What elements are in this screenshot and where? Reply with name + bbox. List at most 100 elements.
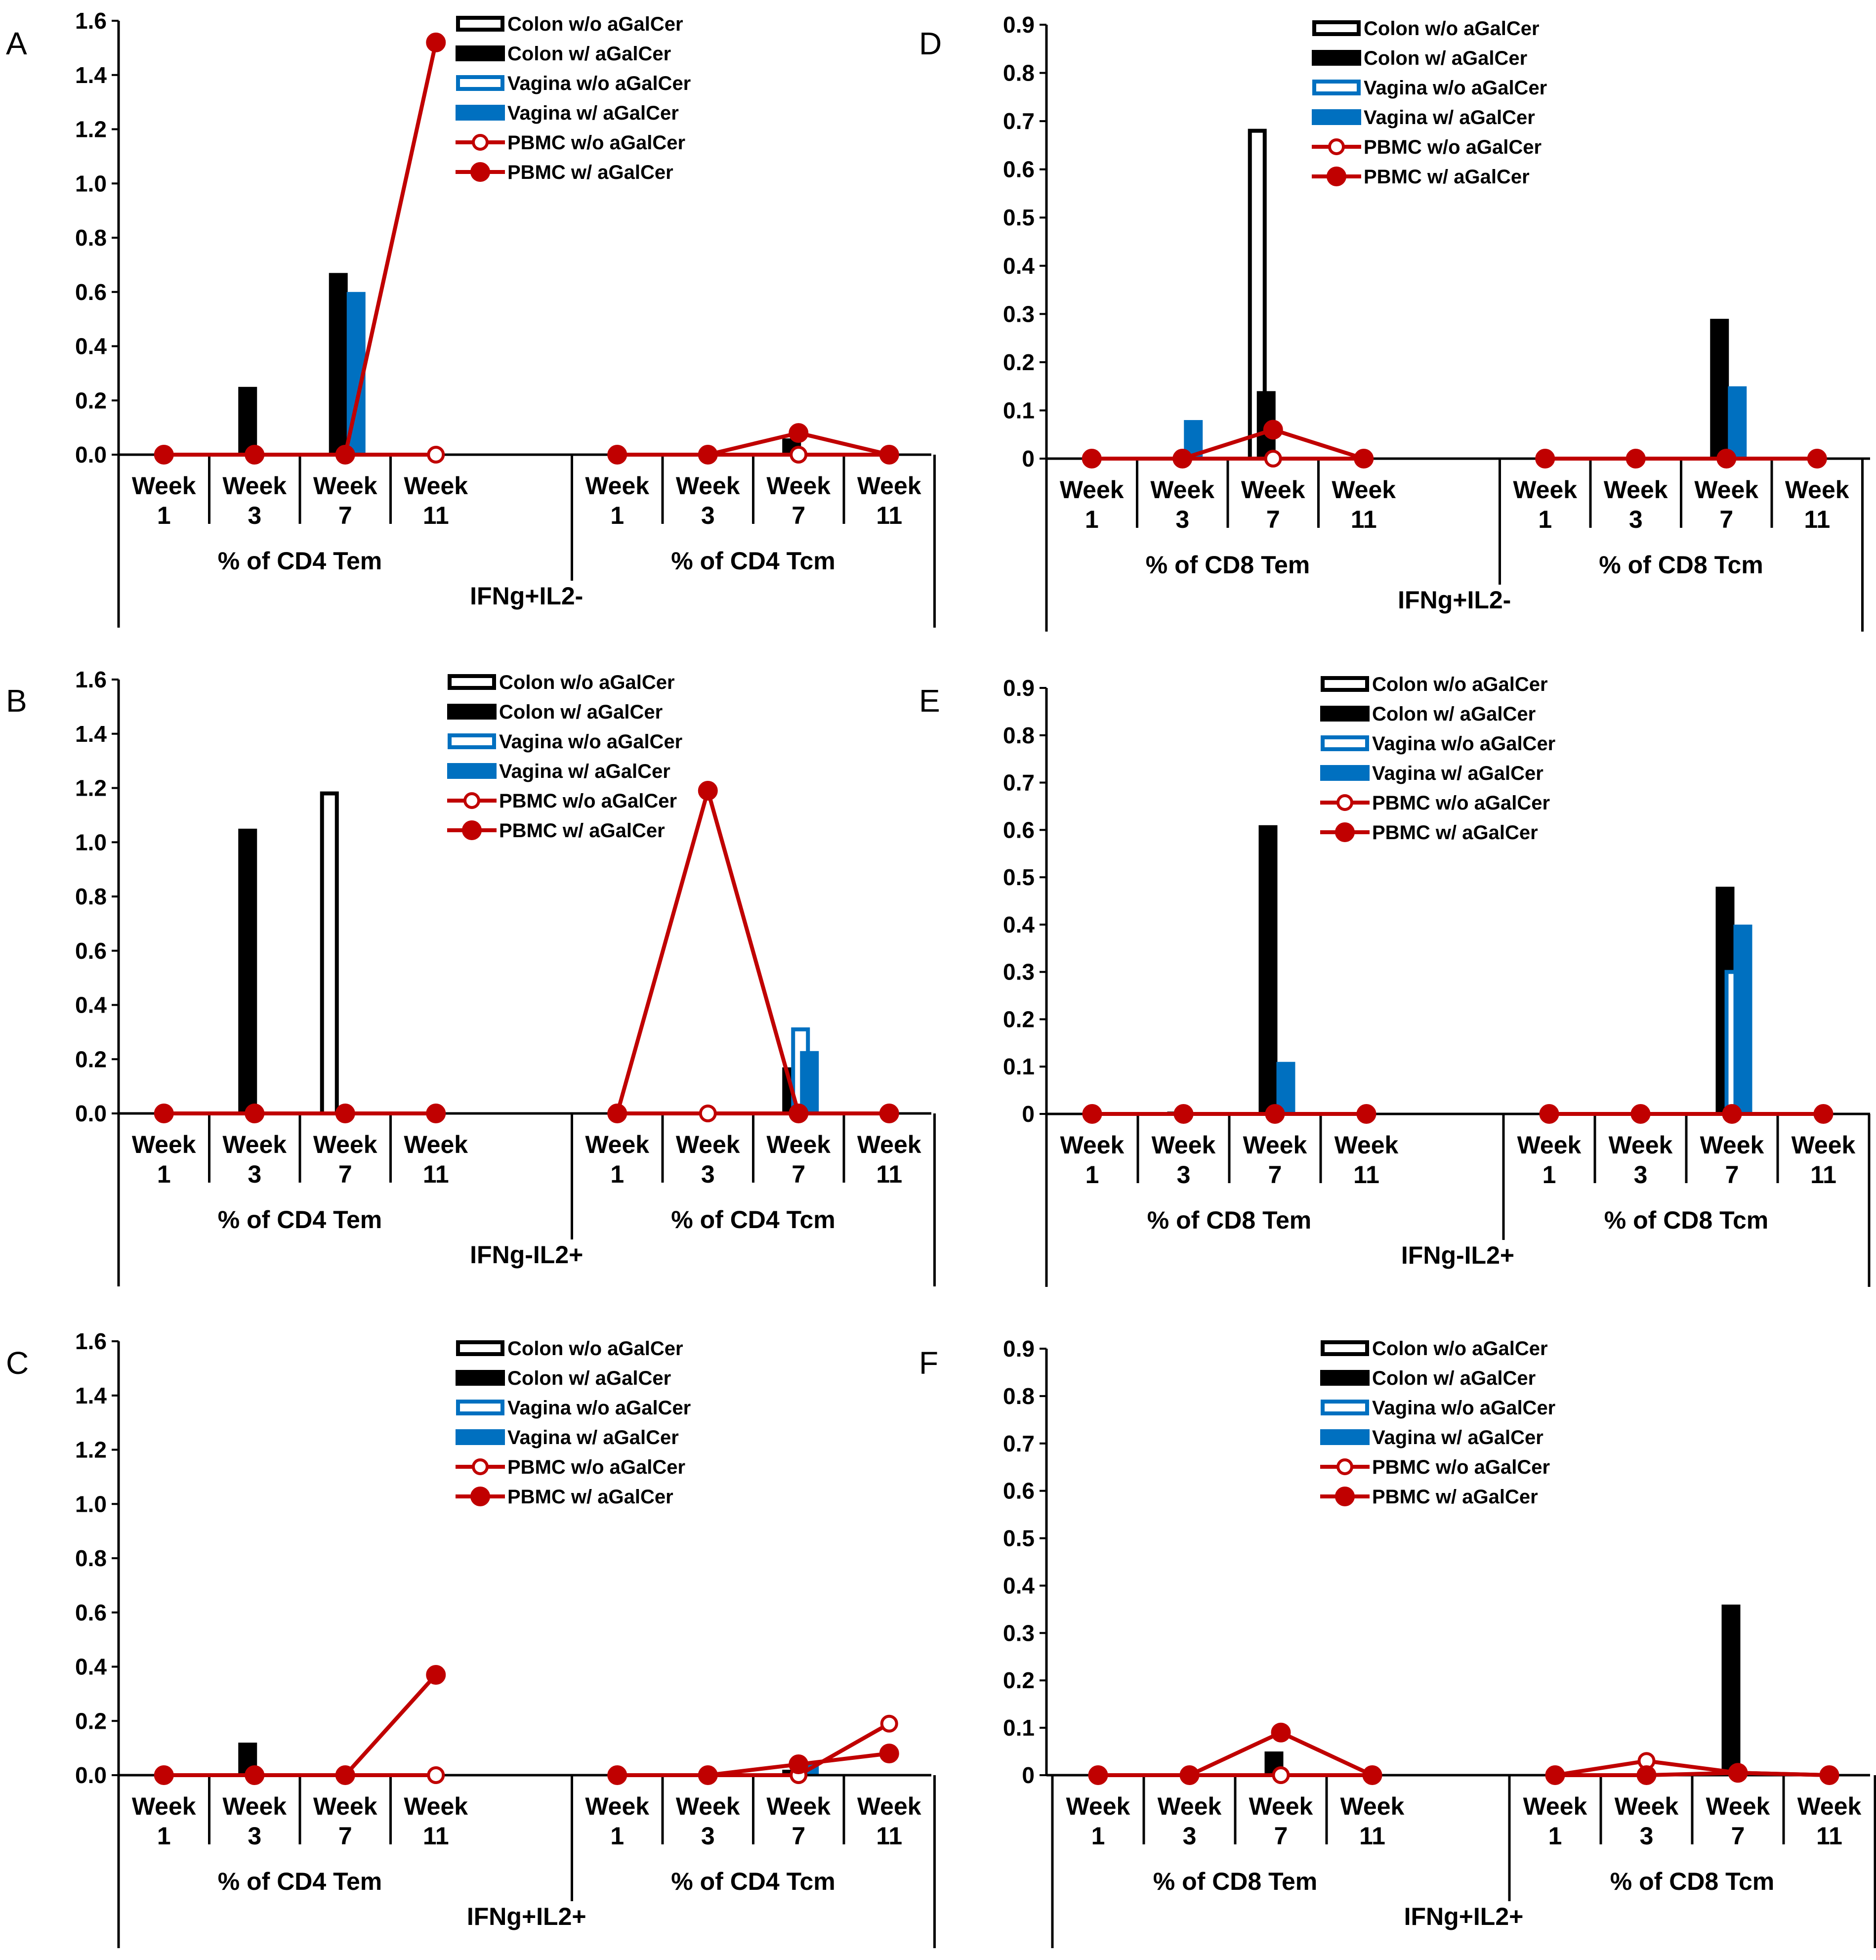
panel-c-y-tick-label: 0.4: [75, 1654, 107, 1680]
panel-d-week-label: Week: [1241, 476, 1305, 504]
panel-e-week-number: 3: [1634, 1161, 1648, 1189]
panel-e-week-number: 3: [1177, 1161, 1191, 1189]
panel-e-week-label: Week: [1334, 1131, 1399, 1159]
panel-c-legend-marker: [472, 1458, 489, 1475]
panel-d-week-number: 11: [1804, 506, 1830, 533]
panel-b-legend-swatch: [448, 733, 496, 749]
panel-e-y-tick-label: 0: [1022, 1101, 1035, 1127]
panel-f-point-pbmc-w-agalcer: [1819, 1765, 1839, 1785]
panel-c-point-pbmc-w-agalcer: [335, 1765, 355, 1785]
panel-b-point-pbmc-w-agalcer: [154, 1104, 174, 1123]
panel-b-y-tick-label: 0.6: [75, 938, 107, 964]
panel-d-y-tick-label: 0.9: [1003, 12, 1035, 38]
panel-e-point-pbmc-w-agalcer: [1630, 1104, 1651, 1124]
panel-a-week-label: Week: [222, 472, 287, 500]
panel-f-legend-item: Vagina w/o aGalCer: [1321, 1397, 1555, 1419]
panel-d-point-pbmc-w-agalcer: [1716, 449, 1737, 469]
panel-c-point-pbmc-w-o-agalcer: [880, 1714, 898, 1733]
panel-f-week-label: Week: [1615, 1792, 1679, 1820]
panel-e-y-tick-label: 0.4: [1003, 912, 1035, 937]
panel-d-week-number: 1: [1085, 506, 1099, 533]
panel-c-y-tick-label: 1.4: [75, 1383, 107, 1408]
panel-f-week-number: 3: [1183, 1822, 1197, 1850]
panel-d-legend-swatch: [1312, 109, 1361, 125]
panel-b-week-label: Week: [222, 1131, 287, 1158]
panel-c-week-number: 7: [338, 1822, 352, 1850]
panel-a-group-label: % of CD4 Tcm: [671, 547, 835, 575]
panel-e-legend-item: PBMC w/ aGalCer: [1320, 822, 1538, 844]
panel-f-week-label: Week: [1797, 1792, 1862, 1820]
panel-f-legend-label: Colon w/ aGalCer: [1372, 1367, 1536, 1389]
panel-f-line-pbmc-w-agalcer: [1098, 1730, 1374, 1777]
panel-e-y-tick-label: 0.5: [1003, 864, 1035, 890]
panel-d-y-tick-label: 0: [1022, 446, 1035, 471]
panel-d-bar-vagina-w-agalcer: [1728, 386, 1747, 459]
panel-a-chart: A0.00.20.40.60.81.01.21.41.6Week1Week3We…: [6, 8, 936, 628]
panel-a-legend-label: Vagina w/ aGalCer: [507, 102, 679, 124]
panel-e-y-tick-label: 0.2: [1003, 1006, 1035, 1032]
panel-b-week-number: 11: [876, 1160, 902, 1188]
panel-e-point-pbmc-w-agalcer: [1082, 1104, 1102, 1124]
panel-e-legend-item: PBMC w/o aGalCer: [1320, 792, 1550, 814]
panel-c-point-pbmc-w-agalcer: [426, 1664, 446, 1685]
panel-e-legend-label: Colon w/o aGalCer: [1372, 674, 1548, 695]
panel-f-point-pbmc-w-agalcer: [1362, 1765, 1382, 1785]
panel-c-week-number: 1: [610, 1822, 624, 1850]
panel-d-legend-item: Vagina w/o aGalCer: [1312, 77, 1547, 99]
panel-d-y-tick-label: 0.7: [1003, 108, 1035, 134]
panel-b-legend-label: Vagina w/o aGalCer: [499, 731, 682, 753]
panel-d-point-pbmc-w-agalcer: [1082, 449, 1102, 469]
panel-b-point-pbmc-w-agalcer: [698, 780, 718, 801]
panel-a-week-number: 7: [338, 502, 352, 529]
panel-d-legend-item: Colon w/ aGalCer: [1312, 47, 1527, 69]
panel-b-legend-item: PBMC w/o aGalCer: [447, 790, 677, 812]
panel-c-legend-item: Colon w/ aGalCer: [456, 1367, 671, 1389]
panel-d-week-number: 3: [1629, 506, 1643, 533]
panel-d-week-label: Week: [1604, 476, 1668, 504]
panel-d-legend-item: Vagina w/ aGalCer: [1312, 107, 1535, 128]
panel-e-week-number: 11: [1810, 1161, 1836, 1189]
panel-c-legend-swatch: [456, 1400, 504, 1415]
panel-b-legend-item: Colon w/ aGalCer: [447, 701, 663, 723]
panel-e-legend-marker: [1335, 822, 1355, 842]
panel-d-legend-label: Vagina w/ aGalCer: [1364, 107, 1535, 128]
panel-c-y-tick-label: 1.0: [75, 1491, 107, 1517]
panel-e-week-label: Week: [1152, 1131, 1216, 1159]
panel-b-group-label: % of CD4 Tem: [218, 1206, 382, 1234]
panel-f-week-label: Week: [1066, 1792, 1130, 1820]
panel-d-week-label: Week: [1513, 476, 1577, 504]
panel-c-week-number: 3: [701, 1822, 715, 1850]
panel-f-legend-item: PBMC w/ aGalCer: [1320, 1486, 1538, 1508]
panel-b-legend-item: Vagina w/ aGalCer: [447, 761, 670, 782]
panel-b-legend-item: PBMC w/ aGalCer: [447, 820, 665, 842]
panel-c-week-label: Week: [585, 1792, 649, 1820]
panel-e-week-label: Week: [1243, 1131, 1307, 1159]
panel-e-point-pbmc-w-agalcer: [1265, 1104, 1285, 1124]
panel-d-legend-label: PBMC w/o aGalCer: [1364, 136, 1542, 158]
panel-a-week-number: 3: [701, 502, 715, 529]
panel-f-point-pbmc-w-agalcer: [1545, 1765, 1565, 1785]
panel-a-letter: A: [6, 26, 27, 61]
panel-a-week-number: 1: [157, 502, 171, 529]
panel-f-legend-item: PBMC w/o aGalCer: [1320, 1456, 1550, 1478]
panel-d-legend-label: PBMC w/ aGalCer: [1364, 166, 1530, 188]
panel-d-legend-item: PBMC w/ aGalCer: [1312, 166, 1530, 188]
panel-e-point-pbmc-w-agalcer: [1356, 1104, 1376, 1124]
panel-d-week-number: 7: [1266, 506, 1280, 533]
panel-e-chart: E00.10.20.30.40.50.60.70.80.9Week1Week3W…: [919, 674, 1871, 1287]
panel-e-y-tick-label: 0.9: [1003, 675, 1035, 701]
panel-a-week-label: Week: [132, 472, 196, 500]
panel-e-bar-colon-w-agalcer: [1258, 825, 1278, 1114]
panel-b-legend-label: Colon w/ aGalCer: [499, 701, 663, 723]
panel-f-chart: F00.10.20.30.40.50.60.70.80.9Week1Week3W…: [919, 1336, 1876, 1948]
panel-c-y-tick-label: 0.8: [75, 1545, 107, 1571]
panel-a-week-number: 11: [876, 502, 902, 529]
panel-a-legend-marker: [472, 134, 489, 151]
panel-d-week-number: 7: [1719, 506, 1733, 533]
panel-b-point-pbmc-w-agalcer: [789, 1104, 809, 1123]
panel-a-point-pbmc-w-o-agalcer: [427, 446, 445, 464]
panel-a-y-tick-label: 1.0: [75, 170, 107, 196]
panel-a-week-label: Week: [585, 472, 649, 500]
panel-b-subset-title: IFNg-IL2+: [470, 1241, 583, 1269]
panel-f-point-pbmc-w-agalcer: [1179, 1765, 1200, 1785]
